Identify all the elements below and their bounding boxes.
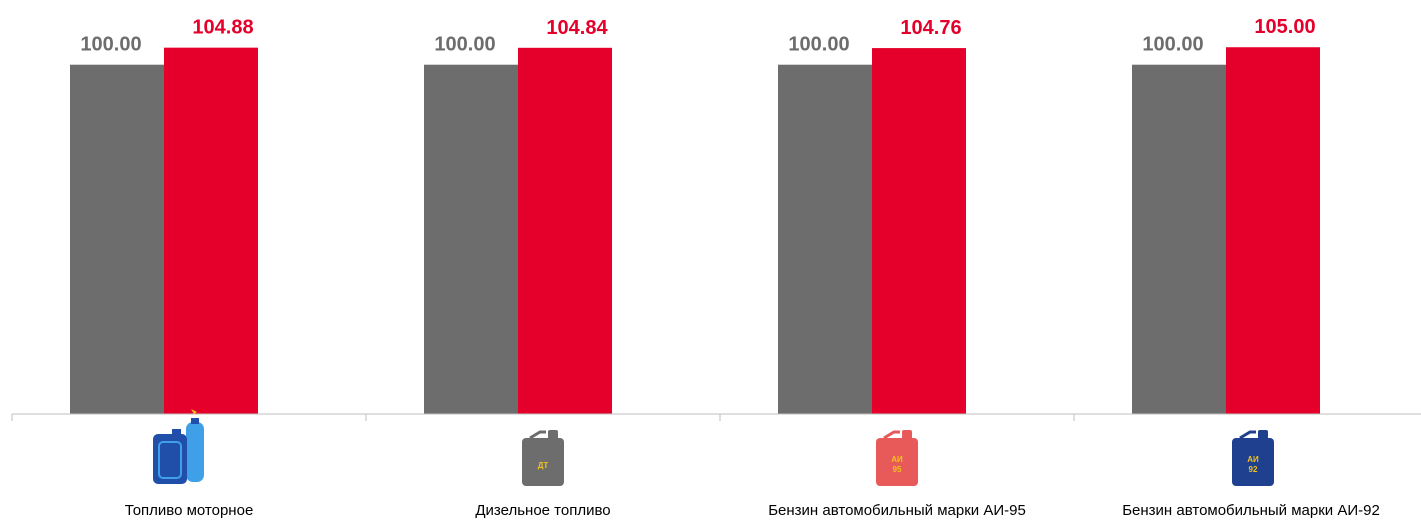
category-label-4: Бензин автомобильный марки АИ-92 [1122,502,1380,519]
gas-cylinder-canister-icon [153,409,204,484]
bar-series1-1 [70,64,164,414]
x-axis-ticks [11,414,1075,421]
value-label-series1-2: 100.00 [434,34,495,56]
diesel-canister-text: ДТ [538,461,549,470]
value-label-series2-1: 104.88 [192,17,253,39]
bar-series1-4 [1132,64,1226,414]
ai92-canister-text-bottom: 92 [1249,465,1258,474]
ai95-canister-icon: АИ 95 [876,430,918,486]
ai95-canister-text-bottom: 95 [893,465,902,474]
bar-series1-3 [778,64,872,414]
value-label-series2-3: 104.76 [900,17,961,39]
value-label-series1-4: 100.00 [1142,34,1203,56]
ai95-canister-text-top: АИ [891,455,903,464]
value-label-series1-3: 100.00 [788,34,849,56]
bars-layer [70,47,1320,414]
value-labels-layer: 100.00 104.88 100.00 104.84 100.00 104.76 100.… [80,16,1315,55]
bar-series1-2 [424,64,518,414]
bar-series2-2 [518,47,612,414]
category-label-3: Бензин автомобильный марки АИ-95 [768,502,1026,519]
bar-series2-4 [1226,47,1320,414]
diesel-canister-icon: ДТ [522,430,564,486]
value-label-series1-1: 100.00 [80,34,141,56]
ai92-canister-text-top: АИ [1247,455,1259,464]
category-labels: Топливо моторное Дизельное топливо Бензин … [125,502,1380,519]
bar-series2-1 [164,47,258,414]
category-label-1: Топливо моторное [125,502,254,519]
value-label-series2-2: 104.84 [546,17,608,39]
ai92-canister-icon: АИ 92 [1232,430,1274,486]
bar-series2-3 [872,48,966,414]
category-label-2: Дизельное топливо [475,502,610,519]
value-label-series2-4: 105.00 [1254,16,1315,38]
